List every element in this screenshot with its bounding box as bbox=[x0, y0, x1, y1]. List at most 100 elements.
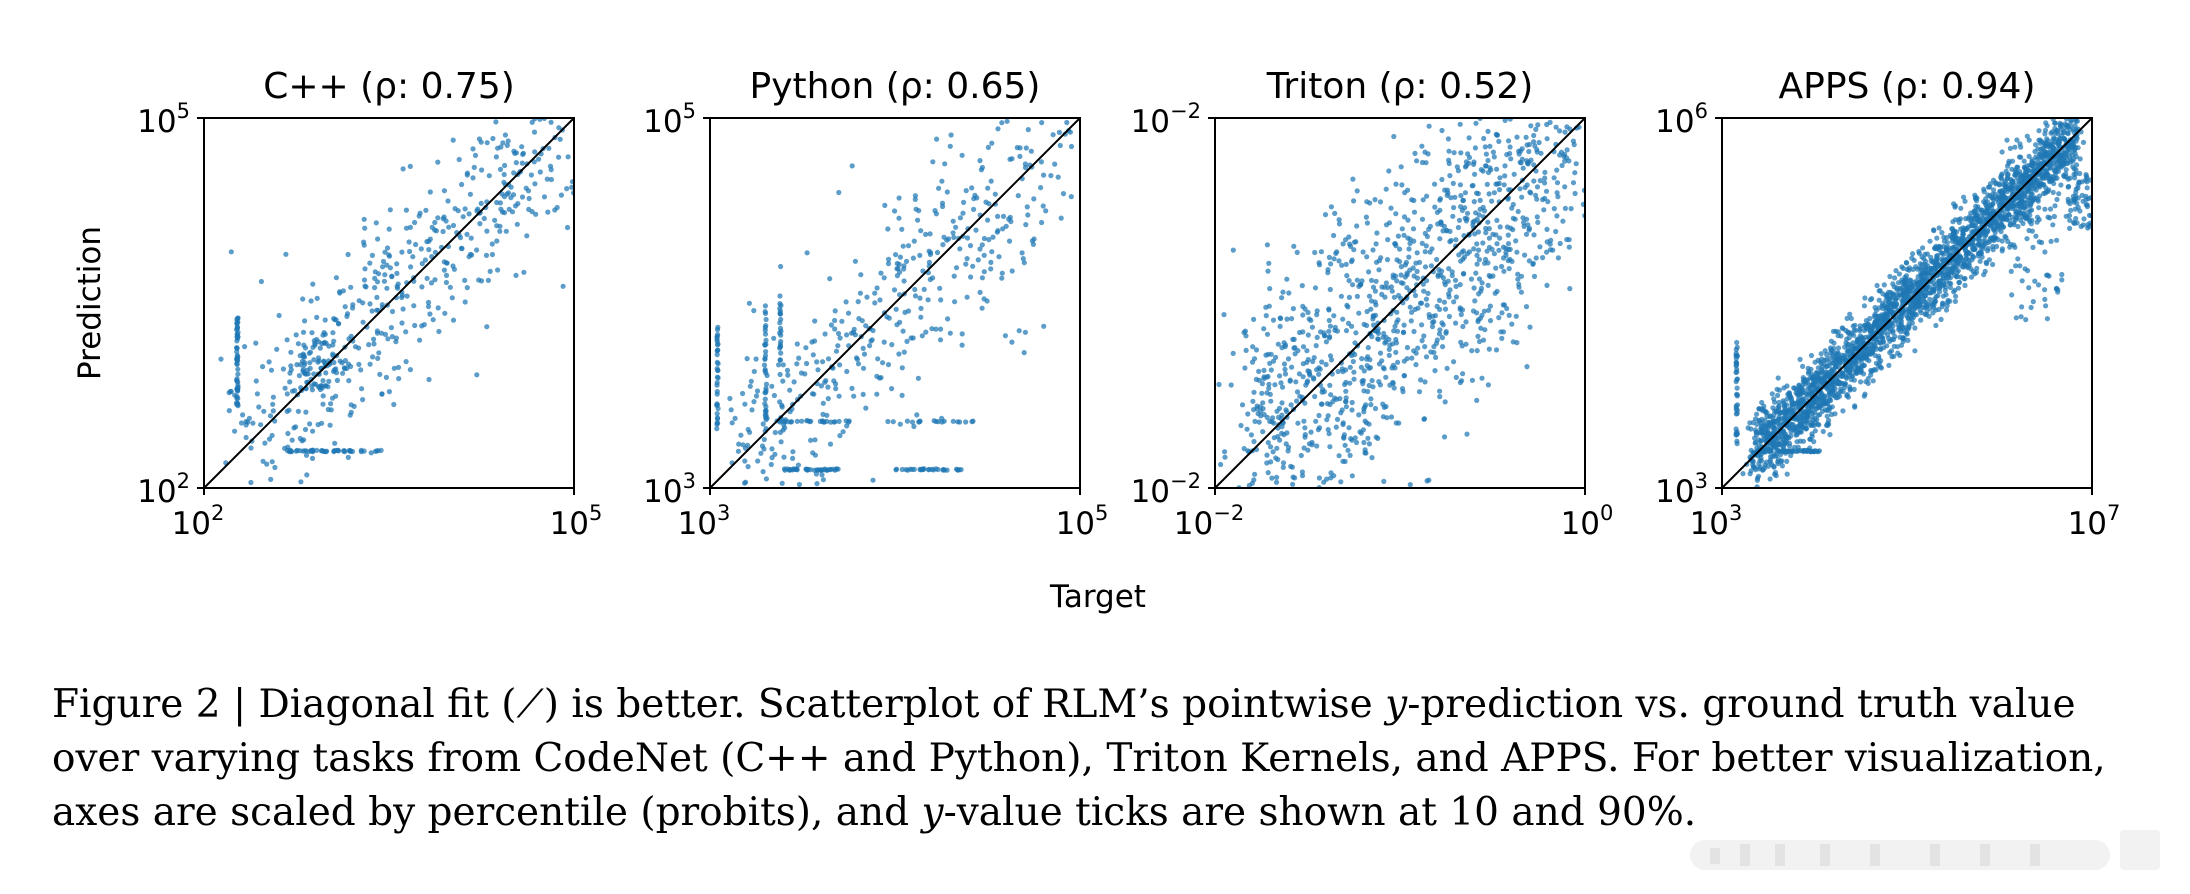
data-point bbox=[1449, 269, 1455, 275]
data-point bbox=[1868, 369, 1874, 375]
data-point bbox=[1446, 148, 1452, 154]
data-point bbox=[837, 335, 843, 341]
data-point bbox=[957, 246, 963, 252]
data-point bbox=[1512, 216, 1518, 222]
data-point bbox=[1513, 313, 1519, 319]
data-point bbox=[2073, 126, 2079, 133]
data-point bbox=[1771, 463, 1777, 469]
data-point bbox=[258, 422, 264, 428]
data-point bbox=[351, 403, 357, 409]
data-point bbox=[1926, 313, 1932, 319]
data-point bbox=[1389, 288, 1395, 294]
data-point bbox=[1857, 328, 1863, 334]
data-point bbox=[1554, 190, 1560, 196]
data-point bbox=[350, 302, 356, 308]
data-point bbox=[1239, 402, 1246, 408]
data-point bbox=[309, 383, 315, 389]
data-point bbox=[837, 433, 843, 439]
data-point bbox=[1815, 370, 1821, 377]
data-point bbox=[1564, 147, 1570, 153]
data-point bbox=[472, 152, 479, 158]
data-point bbox=[1835, 349, 1841, 356]
data-point bbox=[1300, 312, 1306, 318]
data-point bbox=[835, 330, 842, 337]
data-point bbox=[1461, 271, 1467, 277]
data-point bbox=[501, 210, 508, 216]
data-point bbox=[897, 319, 903, 325]
data-point bbox=[1457, 121, 1463, 127]
data-point bbox=[1245, 448, 1251, 454]
data-point bbox=[1309, 439, 1315, 446]
chart-title: Triton (ρ: 0.52) bbox=[1266, 66, 1534, 107]
data-point bbox=[1473, 210, 1479, 216]
data-point bbox=[253, 378, 259, 384]
data-point bbox=[1970, 242, 1976, 248]
data-point bbox=[532, 149, 538, 155]
data-point bbox=[234, 324, 240, 330]
data-point bbox=[808, 437, 814, 443]
data-point bbox=[1394, 309, 1400, 315]
data-point bbox=[1771, 422, 1777, 428]
data-point bbox=[289, 437, 295, 443]
data-point bbox=[1827, 432, 1833, 438]
data-point bbox=[1898, 314, 1905, 320]
data-point bbox=[501, 171, 507, 178]
data-point bbox=[825, 356, 832, 362]
data-point bbox=[1797, 356, 1803, 362]
data-point bbox=[822, 379, 828, 385]
data-point bbox=[1263, 313, 1269, 319]
data-point bbox=[968, 274, 974, 280]
data-point bbox=[1927, 272, 1933, 279]
data-point bbox=[424, 275, 430, 281]
data-point bbox=[1314, 334, 1320, 340]
data-point bbox=[889, 342, 895, 348]
data-point bbox=[1283, 441, 1289, 447]
data-point bbox=[1322, 333, 1328, 339]
data-point bbox=[1241, 446, 1247, 452]
data-point bbox=[1004, 118, 1010, 124]
data-point bbox=[939, 419, 945, 425]
data-point bbox=[564, 186, 570, 192]
data-point bbox=[1805, 365, 1811, 371]
data-point bbox=[1361, 321, 1367, 327]
data-point bbox=[795, 462, 802, 468]
data-point bbox=[379, 302, 385, 308]
data-point bbox=[1015, 193, 1021, 199]
data-point bbox=[1484, 248, 1490, 254]
data-point bbox=[2020, 220, 2026, 227]
data-point bbox=[1884, 343, 1890, 349]
data-point bbox=[266, 436, 273, 442]
data-point bbox=[1815, 395, 1821, 401]
data-point bbox=[1314, 308, 1320, 314]
data-point bbox=[426, 376, 432, 383]
data-point bbox=[959, 152, 965, 158]
data-point bbox=[1835, 329, 1841, 335]
data-point bbox=[833, 386, 839, 392]
data-point bbox=[1531, 162, 1537, 168]
data-point bbox=[1338, 479, 1344, 485]
data-point bbox=[1383, 403, 1389, 410]
data-point bbox=[989, 249, 995, 255]
data-point bbox=[234, 401, 240, 407]
data-point bbox=[1895, 344, 1901, 350]
data-point bbox=[1294, 398, 1300, 404]
data-point bbox=[1812, 416, 1818, 422]
data-point bbox=[1265, 268, 1271, 274]
data-point bbox=[1295, 420, 1301, 426]
data-point bbox=[1481, 135, 1487, 142]
data-point bbox=[297, 362, 304, 368]
data-point bbox=[1025, 212, 1031, 218]
data-point bbox=[342, 304, 348, 310]
data-point bbox=[1453, 283, 1459, 289]
data-point bbox=[1998, 228, 2004, 235]
data-point bbox=[1858, 339, 1864, 345]
data-point bbox=[1876, 360, 1883, 366]
data-point bbox=[1434, 256, 1440, 263]
data-point bbox=[1494, 166, 1500, 172]
data-point bbox=[985, 185, 991, 191]
data-point bbox=[1064, 119, 1070, 126]
data-point bbox=[1399, 182, 1405, 188]
data-point bbox=[814, 359, 820, 365]
data-point bbox=[1812, 428, 1818, 434]
data-point bbox=[1391, 294, 1397, 300]
